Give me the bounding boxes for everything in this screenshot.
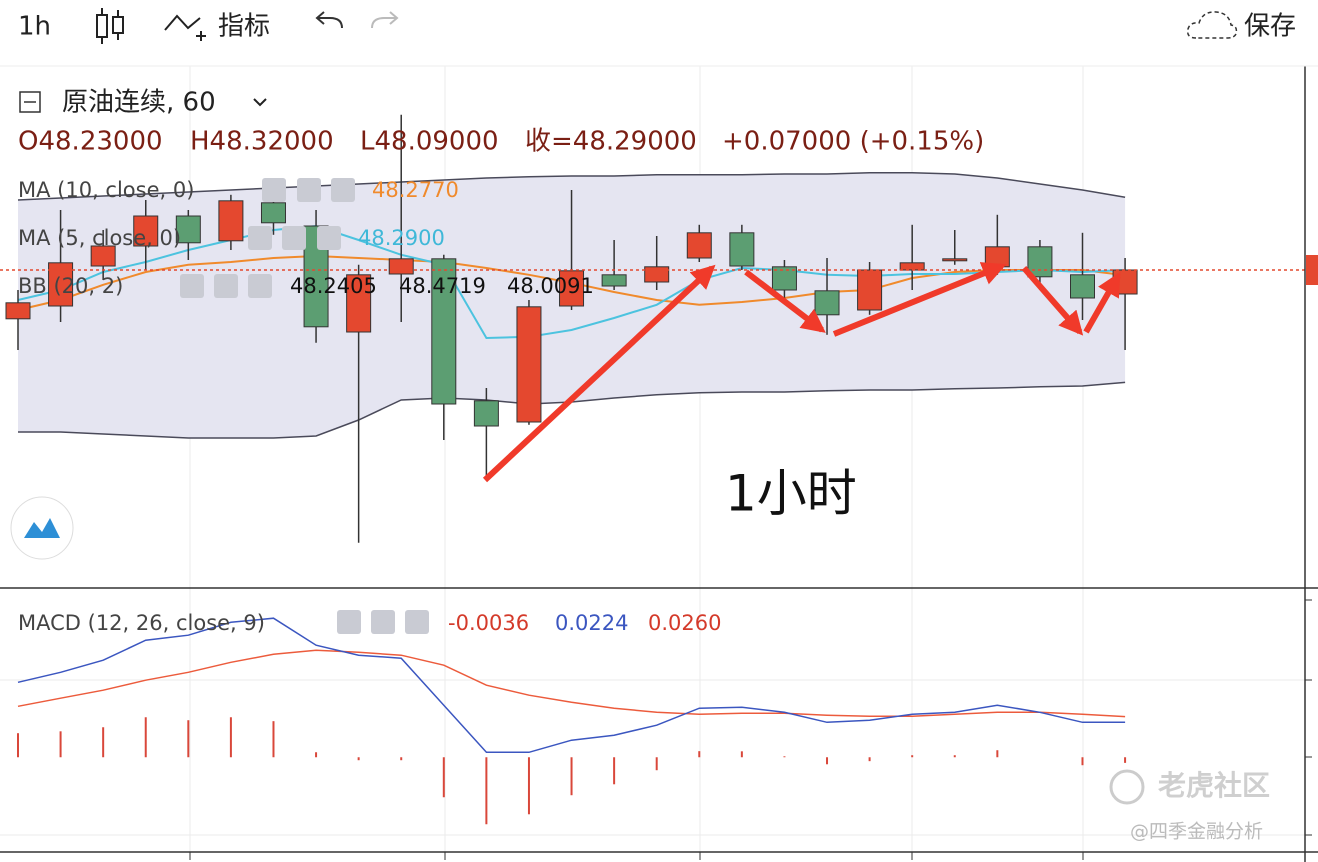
redo-button[interactable] (371, 11, 399, 29)
undo-button[interactable] (315, 11, 343, 29)
low-value: L48.09000 (360, 127, 499, 157)
macd-histogram-value: -0.0036 (448, 611, 529, 635)
macd-label[interactable]: MACD (12, 26, close, 9) (18, 611, 265, 635)
indicator-legend: MA (10, close, 0) 48.2770 MA (5, close, … (18, 178, 721, 635)
collapse-icon[interactable] (19, 91, 41, 113)
annotation-arrows (482, 262, 1121, 483)
signal-line (17, 649, 1126, 718)
open-value: O48.23000 (18, 127, 163, 157)
change-value: +0.07000 (+0.15%) (722, 127, 984, 157)
candle-body (984, 246, 1010, 268)
candle-body (175, 215, 201, 244)
candle-body (5, 302, 31, 320)
toolbar: 1h 指标 保存 (18, 8, 1296, 44)
watermark-icon (1109, 769, 1145, 805)
candle-body (899, 262, 925, 271)
annotation-text: 1小时 (725, 465, 857, 523)
macd-signal-value: 0.0260 (648, 611, 721, 635)
candle-body (942, 258, 968, 262)
close-value: 收=48.29000 (525, 127, 697, 157)
indicator-label[interactable]: MA (5, close, 0) (18, 226, 181, 250)
candle-body (388, 258, 414, 275)
candle-body (857, 269, 883, 311)
candle-body (1070, 274, 1095, 299)
candle-body (90, 245, 116, 267)
candle-body (644, 266, 670, 283)
indicators-button[interactable]: 指标 (218, 12, 270, 42)
candle-body (218, 200, 244, 242)
candle-body (473, 400, 499, 427)
moving-average (17, 224, 1126, 340)
interval-button[interactable]: 1h (18, 12, 51, 42)
candle-body (346, 274, 372, 333)
save-button[interactable]: 保存 (1244, 12, 1296, 42)
candle-body (1027, 246, 1053, 278)
credit: @四季金融分析 (1130, 821, 1263, 843)
macd-line (17, 617, 1126, 754)
candle-body (133, 215, 159, 247)
indicator-label[interactable]: MA (10, close, 0) (18, 178, 194, 202)
indicator-value: 48.2900 (358, 226, 445, 250)
candle-body (729, 232, 755, 267)
indicator-label[interactable]: BB (20, 2) (18, 274, 123, 298)
axis-ticks (189, 599, 1312, 860)
candle-body (516, 306, 542, 423)
cloud-icon[interactable] (1186, 11, 1238, 39)
band-upper (17, 172, 1126, 201)
indicator-buttons[interactable] (180, 178, 429, 634)
price-legend: 原油连续, 60 O48.23000 H48.32000 L48.09000 收… (18, 88, 984, 157)
chart-type-icon[interactable] (96, 8, 124, 44)
indicator-value: 48.2405 (290, 274, 377, 298)
macd-pane (17, 617, 1127, 825)
symbol-name[interactable]: 原油连续, 60 (62, 88, 216, 118)
high-value: H48.32000 (190, 127, 334, 157)
candle-body (431, 258, 457, 405)
logo-button[interactable] (10, 496, 74, 560)
candle-body (260, 202, 286, 224)
candle-body (814, 290, 840, 316)
watermark: 老虎社区 (1158, 769, 1270, 802)
candle-body (771, 266, 797, 291)
indicator-value: 48.2770 (372, 178, 459, 202)
logo-icon (24, 518, 60, 538)
indicators-icon[interactable] (164, 14, 206, 41)
candle-body (601, 274, 627, 287)
macd-line-value: 0.0224 (555, 611, 628, 635)
candle-body (686, 232, 712, 259)
symbol-dropdown[interactable] (253, 98, 267, 107)
price-tag (1306, 255, 1318, 285)
candle-body (559, 270, 585, 307)
indicator-value: 48.4719 (399, 274, 486, 298)
indicator-value: 48.0091 (507, 274, 594, 298)
